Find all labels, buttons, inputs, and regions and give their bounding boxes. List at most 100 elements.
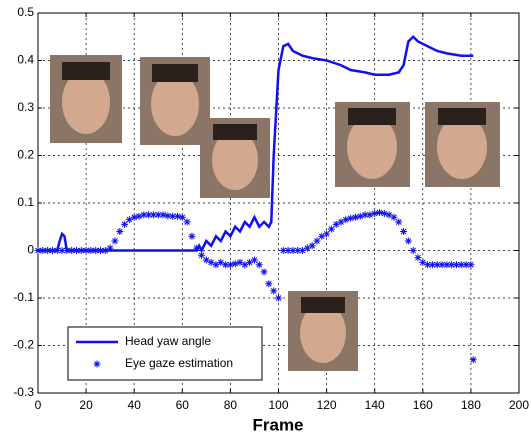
star-marker xyxy=(469,356,477,364)
y-tick-label: -0.1 xyxy=(13,290,34,304)
star-marker xyxy=(130,213,138,221)
star-marker xyxy=(303,244,311,252)
y-tick-label: -0.3 xyxy=(13,385,34,399)
face-image xyxy=(288,291,358,371)
star-marker xyxy=(226,261,234,269)
star-marker xyxy=(140,211,148,219)
star-marker xyxy=(327,225,335,233)
star-marker xyxy=(101,247,109,254)
star-marker xyxy=(299,247,307,254)
star-marker xyxy=(178,213,186,221)
star-marker xyxy=(188,232,196,240)
y-tick-label: 0 xyxy=(27,243,34,257)
axes-box xyxy=(37,12,520,394)
star-marker xyxy=(337,218,345,226)
star-marker xyxy=(457,261,465,269)
y-tick-label: 0.4 xyxy=(17,53,34,67)
star-marker xyxy=(438,261,446,269)
star-marker xyxy=(121,220,129,228)
x-tick-label: 120 xyxy=(317,398,337,412)
line-series xyxy=(38,34,474,254)
star-marker xyxy=(347,214,355,222)
star-marker xyxy=(351,213,359,221)
face-image xyxy=(335,102,410,187)
star-marker xyxy=(63,247,71,254)
star-marker xyxy=(250,256,258,264)
star-marker xyxy=(275,294,282,302)
star-marker xyxy=(173,212,181,220)
star-marker xyxy=(149,211,157,219)
star-marker xyxy=(97,247,105,254)
star-marker xyxy=(236,258,244,266)
star-marker xyxy=(92,247,100,254)
star-marker xyxy=(308,242,316,250)
face-image xyxy=(425,102,500,187)
star-marker xyxy=(260,268,268,276)
legend-label: Head yaw angle xyxy=(125,334,211,348)
star-marker xyxy=(44,247,52,254)
star-marker xyxy=(212,261,220,269)
star-marker xyxy=(424,261,432,269)
face-image xyxy=(50,55,122,143)
star-marker xyxy=(462,261,470,269)
y-tick-label: 0.3 xyxy=(17,100,34,114)
x-axis-label: Frame xyxy=(252,415,303,434)
x-tick-label: 80 xyxy=(224,398,238,412)
star-marker xyxy=(255,261,263,269)
star-marker xyxy=(414,254,422,262)
star-marker xyxy=(53,247,61,254)
star-marker xyxy=(361,211,369,219)
star-marker xyxy=(231,260,239,268)
star-marker xyxy=(246,258,254,266)
star-marker xyxy=(48,247,56,254)
x-tick-label: 160 xyxy=(413,398,433,412)
star-marker xyxy=(433,261,441,269)
star-marker xyxy=(318,232,326,240)
star-marker xyxy=(395,218,403,226)
x-tick-label: 100 xyxy=(268,398,288,412)
star-marker xyxy=(323,230,331,238)
star-marker xyxy=(448,261,456,269)
x-tick-label: 40 xyxy=(128,398,142,412)
y-tick-label: 0.5 xyxy=(17,5,34,19)
y-tick-label: 0.2 xyxy=(17,148,34,162)
y-tick-label: -0.2 xyxy=(13,338,34,352)
star-marker xyxy=(467,261,475,269)
legend-swatch xyxy=(93,360,101,368)
star-marker xyxy=(193,244,201,252)
star-marker xyxy=(202,256,210,264)
star-marker xyxy=(87,247,95,254)
star-marker xyxy=(116,228,124,235)
star-marker xyxy=(222,261,230,269)
star-marker xyxy=(68,247,76,254)
star-marker xyxy=(279,247,287,254)
star-marker xyxy=(198,251,206,259)
star-marker xyxy=(207,258,215,266)
star-marker xyxy=(371,209,379,217)
star-marker xyxy=(39,247,47,254)
star-marker xyxy=(380,209,388,217)
star-marker xyxy=(284,247,292,254)
star-marker xyxy=(452,261,460,269)
star-marker xyxy=(145,211,153,219)
star-marker xyxy=(183,218,191,226)
star-marker xyxy=(106,244,114,252)
x-tick-label: 0 xyxy=(35,398,42,412)
star-marker xyxy=(390,213,398,221)
star-marker xyxy=(443,261,451,269)
star-marker xyxy=(241,261,249,269)
star-marker xyxy=(366,211,374,219)
x-tick-label: 200 xyxy=(509,398,529,412)
star-marker xyxy=(77,247,85,254)
star-marker xyxy=(428,261,436,269)
star-marker xyxy=(164,212,172,220)
star-marker xyxy=(376,209,384,216)
star-marker xyxy=(419,258,427,266)
star-marker xyxy=(82,247,90,254)
legend-label: Eye gaze estimation xyxy=(125,356,233,370)
face-image xyxy=(200,118,270,198)
x-tick-label: 140 xyxy=(365,398,385,412)
star-marker xyxy=(404,237,412,245)
star-marker xyxy=(400,228,408,235)
